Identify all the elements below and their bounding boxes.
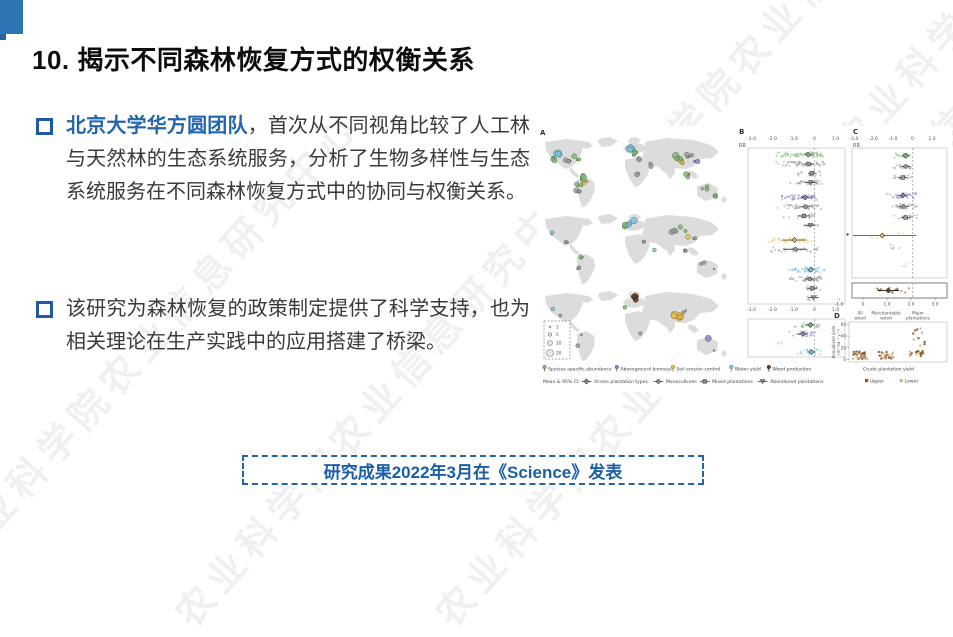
svg-text:0: 0 — [813, 136, 816, 142]
svg-text:Water yield: Water yield — [735, 367, 761, 373]
page-title: 10. 揭示不同森林恢复方式的权衡关系 — [32, 45, 475, 75]
svg-text:1: 1 — [556, 325, 559, 331]
svg-text:Upper: Upper — [870, 378, 884, 384]
svg-text:Mixed plantations: Mixed plantations — [712, 379, 753, 385]
svg-text:plantations: plantations — [906, 316, 931, 322]
bullet-square-icon — [36, 301, 53, 318]
svg-text:D: D — [834, 312, 840, 320]
watermark-text: 农业科学院农业信息研究中心 — [168, 162, 600, 636]
svg-text:Merchantable: Merchantable — [871, 311, 901, 317]
svg-text:-1.0: -1.0 — [789, 307, 798, 313]
bullet-1-highlight: 北京大学华方圆团队 — [66, 115, 248, 137]
svg-text:20: 20 — [841, 345, 847, 350]
world-map-1 — [545, 137, 727, 207]
svg-text:C: C — [853, 128, 858, 136]
svg-text:Lower: Lower — [905, 378, 919, 384]
svg-text:10: 10 — [556, 341, 562, 347]
svg-text:(m³ ha⁻¹ y⁻¹): (m³ ha⁻¹ y⁻¹) — [836, 329, 841, 355]
svg-text:20: 20 — [556, 351, 562, 357]
svg-text:Monocultures: Monocultures — [666, 379, 698, 385]
svg-text:0: 0 — [862, 302, 865, 308]
svg-text:wood: wood — [880, 316, 892, 322]
svg-text:-1.0: -1.0 — [835, 302, 844, 308]
bullet-1-text: ，首次从不同视角比较了人工林与天然林的生态系统服务，分析了生物多样性与生态系统服… — [66, 115, 531, 203]
bullet-2-text: 该研究为森林恢复的政策制定提供了科学支持，也为相关理论在生产实践中的应用搭建了桥… — [66, 298, 530, 353]
bullet-item-2: 该研究为森林恢复的政策制定提供了科学支持，也为相关理论在生产实践中的应用搭建了桥… — [36, 293, 530, 359]
svg-text:RR: RR — [853, 143, 860, 149]
svg-text:-1.0: -1.0 — [789, 136, 798, 142]
svg-text:A: A — [540, 129, 546, 137]
svg-text:-2.0: -2.0 — [869, 136, 878, 142]
svg-text:-2.0: -2.0 — [768, 136, 777, 142]
yield-scatter-d: D AllwoodMerchantablewoodMajorplantations… — [831, 311, 948, 363]
svg-text:-3.0: -3.0 — [850, 136, 859, 142]
svg-text:0: 0 — [813, 307, 816, 313]
svg-text:-3.0: -3.0 — [747, 307, 756, 313]
svg-text:0: 0 — [911, 136, 914, 142]
publication-banner-text: 研究成果2022年3月在《Science》发表 — [323, 462, 623, 482]
svg-text:-1.0: -1.0 — [889, 136, 898, 142]
svg-text:Annualized yield: Annualized yield — [831, 325, 836, 358]
svg-text:Wood production: Wood production — [772, 367, 811, 373]
svg-text:1.0: 1.0 — [832, 307, 839, 313]
svg-text:0: 0 — [843, 357, 846, 362]
svg-text:3.0: 3.0 — [932, 302, 939, 308]
world-map-3 — [545, 291, 727, 361]
corner-accent-square — [0, 0, 23, 34]
forest-plot-c: C-3.0 -2.0 -1.0 0 1.0 RR * -1.0 0 1.0 2.0 3.0 — [835, 128, 948, 308]
svg-text:wood: wood — [854, 316, 866, 322]
svg-text:Major: Major — [912, 311, 924, 317]
world-map-2 — [545, 214, 727, 284]
bullet-item-1: 北京大学华方圆团队，首次从不同视角比较了人工林与天然林的生态系统服务，分析了生物… — [36, 110, 530, 209]
svg-text:Mean & 95% CI:: Mean & 95% CI: — [543, 379, 580, 385]
svg-text:Abandoned plantations: Abandoned plantations — [770, 379, 824, 385]
svg-text:2.0: 2.0 — [908, 302, 915, 308]
svg-text:Species-specific abundance: Species-specific abundance — [548, 367, 612, 373]
map-size-legend: 15 10 20 — [543, 320, 571, 360]
svg-text:Aboveground biomass: Aboveground biomass — [620, 367, 672, 373]
svg-text:60: 60 — [841, 322, 847, 327]
svg-text:*: * — [846, 232, 850, 239]
forest-plot-b: B-3.0 -2.0 -1.0 0 1.0RR-3.0 -2.0 -1.0 0 1.0 — [739, 128, 846, 358]
svg-text:B: B — [739, 128, 744, 136]
svg-text:1.0: 1.0 — [832, 136, 839, 142]
svg-text:5: 5 — [556, 332, 559, 338]
svg-text:1.0: 1.0 — [928, 136, 935, 142]
svg-text:All: All — [857, 311, 862, 317]
svg-text:-3.0: -3.0 — [747, 136, 756, 142]
svg-text:Soil erosion control: Soil erosion control — [676, 367, 720, 373]
bullet-square-icon — [36, 118, 53, 135]
svg-text:-2.0: -2.0 — [768, 307, 777, 313]
publication-banner: 研究成果2022年3月在《Science》发表 — [242, 455, 704, 485]
svg-text:1.0: 1.0 — [884, 302, 891, 308]
svg-text:RR: RR — [739, 143, 746, 149]
figure-legend: Species-specific abundance Aboveground bi… — [542, 364, 919, 385]
svg-text:Across plantation types: Across plantation types — [594, 379, 648, 385]
science-figure: A 1 5 10 20 B -3.0 -2.0 -1.0 0 1.0 RR -3.0 -2.0 -1.0 0 1… — [537, 126, 952, 392]
svg-text:Crude plantation yield: Crude plantation yield — [863, 367, 914, 373]
svg-text:40: 40 — [841, 334, 847, 339]
